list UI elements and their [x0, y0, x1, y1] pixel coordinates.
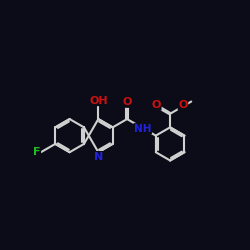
Text: O: O — [152, 100, 161, 110]
Text: O: O — [178, 100, 188, 110]
Text: NH: NH — [134, 124, 152, 134]
Text: F: F — [33, 147, 40, 157]
Text: OH: OH — [89, 96, 108, 106]
Text: N: N — [94, 152, 103, 162]
Text: O: O — [122, 97, 132, 107]
